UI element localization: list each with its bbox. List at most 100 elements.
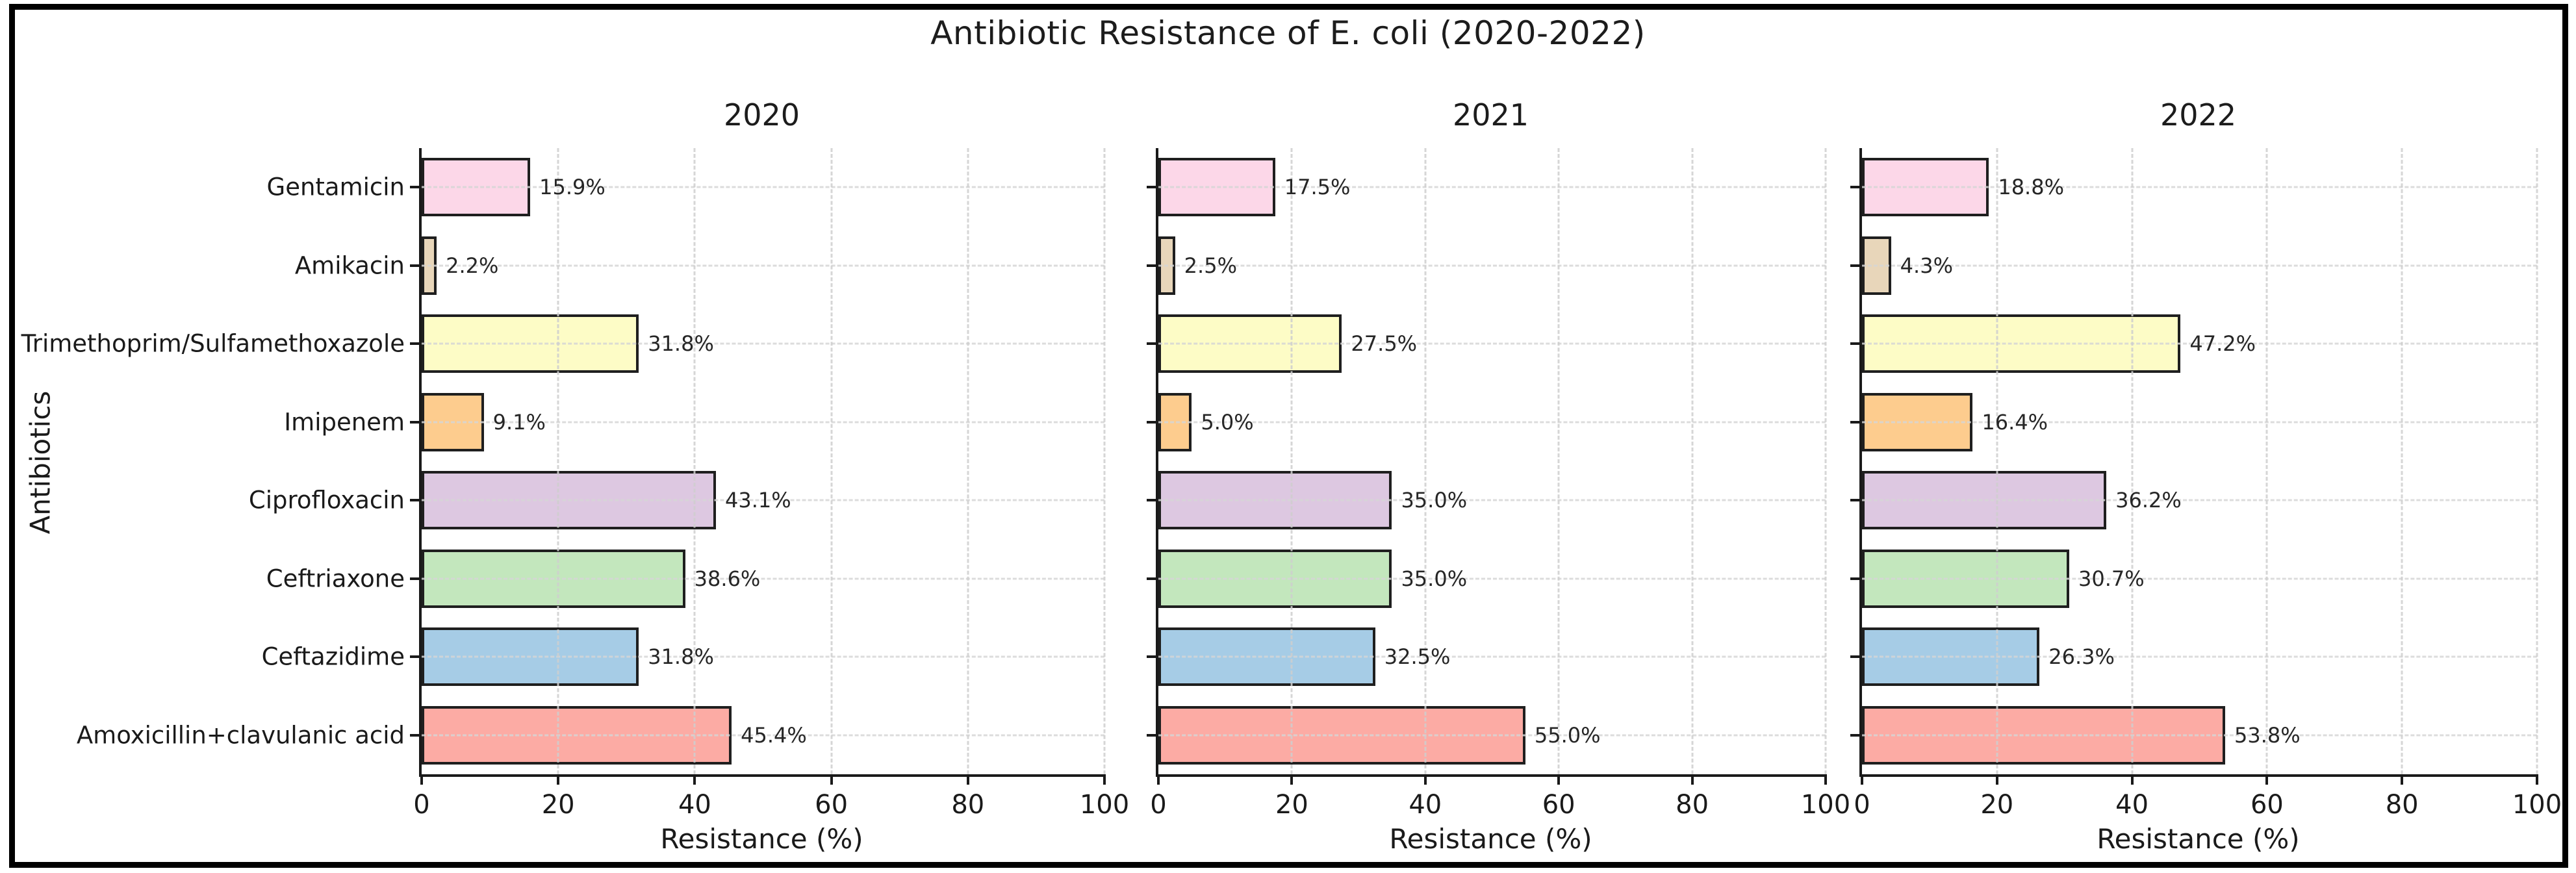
x-tick-label: 0 xyxy=(1150,790,1167,820)
grid-line-h xyxy=(1862,264,2537,267)
x-tick-label: 80 xyxy=(2385,790,2419,820)
x-tick xyxy=(1690,774,1694,785)
x-tick xyxy=(1157,774,1160,785)
x-tick-label: 100 xyxy=(1079,790,1130,820)
y-tick xyxy=(1850,733,1861,737)
grid-line-v xyxy=(2536,148,2538,774)
bar-ceftazidime xyxy=(422,627,639,687)
subplot-2020: 2020 15.9% Gentamicin 2.2% Amikacin 31.8% Tri… xyxy=(21,97,1130,855)
category-label: Gentamicin xyxy=(266,173,405,201)
y-tick xyxy=(410,655,420,659)
x-tick-label: 60 xyxy=(815,790,848,820)
y-tick xyxy=(1147,655,1157,659)
x-tick xyxy=(1423,774,1427,785)
x-axis-label-2022: Resistance (%) xyxy=(2097,823,2300,855)
grid-line-v xyxy=(1557,148,1560,774)
category-label: Amikacin xyxy=(294,251,405,280)
bar-amikacin xyxy=(422,236,437,295)
x-tick xyxy=(1824,774,1827,785)
y-tick xyxy=(1147,186,1157,189)
bar-ceftriaxone xyxy=(1862,549,2069,608)
x-tick-label: 40 xyxy=(2115,790,2149,820)
subplot-2021: 2021 17.5% 2.5% 27.5% 5.0% 35.0% 35.0% 32.5% 55… xyxy=(1147,97,1850,855)
x-axis-label-2020: Resistance (%) xyxy=(660,823,863,855)
bar-trimethoprim-sulfamethoxazole xyxy=(1862,314,2181,373)
category-label: Ciprofloxacin xyxy=(248,486,405,514)
bar-ceftriaxone xyxy=(1158,549,1392,608)
plot-area-2021: 17.5% 2.5% 27.5% 5.0% 35.0% 35.0% 32.5% 55.0% 0 2… xyxy=(1147,148,1850,820)
bar-amoxicillin-clavulanic-acid xyxy=(422,705,732,765)
x-tick xyxy=(2401,774,2404,785)
bar-gentamicin xyxy=(1158,158,1275,217)
bar-value-label: 53.8% xyxy=(2234,722,2301,748)
bar-imipenem xyxy=(422,392,484,451)
bar-value-label: 35.0% xyxy=(1401,566,1468,591)
grid-line-v xyxy=(1824,148,1827,774)
bar-amikacin xyxy=(1862,236,1891,295)
x-tick xyxy=(2536,774,2538,785)
x-tick xyxy=(557,774,560,785)
subplot-title-2021: 2021 xyxy=(1452,97,1529,133)
x-tick-label: 20 xyxy=(1980,790,2014,820)
grid-line-v xyxy=(2265,148,2268,774)
y-tick xyxy=(410,577,420,580)
plot-area-2022: 18.8% 4.3% 47.2% 16.4% 36.2% 30.7% 26.3% 53.8% 0… xyxy=(1850,148,2562,820)
grid-line-h xyxy=(1158,421,1826,424)
bar-gentamicin xyxy=(422,158,531,217)
subplot-title-2020: 2020 xyxy=(723,97,800,133)
y-tick xyxy=(410,420,420,424)
x-tick xyxy=(966,774,969,785)
bar-ceftriaxone xyxy=(422,549,685,608)
grid-line-v xyxy=(967,148,969,774)
bar-value-label: 55.0% xyxy=(1534,722,1601,748)
bar-trimethoprim-sulfamethoxazole xyxy=(422,314,639,373)
plot-area-2020: 15.9% Gentamicin 2.2% Amikacin 31.8% Trimetho… xyxy=(21,148,1129,820)
x-tick-label: 100 xyxy=(1800,790,1851,820)
y-tick xyxy=(1147,342,1157,346)
bar-value-label: 35.0% xyxy=(1401,488,1468,513)
bar-value-label: 47.2% xyxy=(2189,331,2256,357)
x-tick-label: 0 xyxy=(1854,790,1870,820)
y-tick xyxy=(1147,577,1157,580)
y-tick xyxy=(1147,733,1157,737)
y-tick xyxy=(410,733,420,737)
y-tick xyxy=(1850,577,1861,580)
x-tick-label: 20 xyxy=(1275,790,1308,820)
bar-ceftazidime xyxy=(1862,627,2040,687)
bar-value-label: 43.1% xyxy=(724,488,791,513)
bar-value-label: 27.5% xyxy=(1351,331,1418,357)
bar-value-label: 2.5% xyxy=(1184,253,1237,278)
x-tick-label: 40 xyxy=(678,790,711,820)
bar-amoxicillin-clavulanic-acid xyxy=(1862,705,2225,765)
bar-ciprofloxacin xyxy=(1158,471,1392,530)
x-tick-label: 80 xyxy=(1676,790,1709,820)
x-tick-label: 100 xyxy=(2512,790,2562,820)
bar-gentamicin xyxy=(1862,158,1989,217)
bar-value-label: 31.8% xyxy=(648,644,714,670)
bar-value-label: 9.1% xyxy=(492,409,546,435)
x-tick xyxy=(1557,774,1561,785)
y-tick xyxy=(1147,499,1157,502)
category-label: Imipenem xyxy=(284,408,405,436)
x-tick-label: 60 xyxy=(1542,790,1575,820)
bar-value-label: 5.0% xyxy=(1201,409,1254,435)
y-tick xyxy=(1850,264,1861,267)
y-tick xyxy=(1147,264,1157,267)
figure-title: Antibiotic Resistance of E. coli (2020-2… xyxy=(930,14,1646,52)
y-tick xyxy=(1850,186,1861,189)
subplot-2022: 2022 18.8% 4.3% 47.2% 16.4% 36.2% 30.7% 26.3% 5… xyxy=(1850,97,2562,855)
bar-value-label: 30.7% xyxy=(2078,566,2145,591)
x-tick xyxy=(1103,774,1106,785)
y-tick xyxy=(1147,420,1157,424)
bar-value-label: 4.3% xyxy=(1900,253,1953,278)
x-tick xyxy=(2265,774,2269,785)
grid-line-v xyxy=(693,148,696,774)
y-tick xyxy=(1850,342,1861,346)
bar-amikacin xyxy=(1158,236,1175,295)
category-label: Amoxicillin+clavulanic acid xyxy=(76,721,405,750)
grid-line-v xyxy=(1103,148,1106,774)
x-tick-label: 80 xyxy=(951,790,985,820)
x-tick xyxy=(1995,774,1998,785)
grid-line-v xyxy=(2401,148,2403,774)
